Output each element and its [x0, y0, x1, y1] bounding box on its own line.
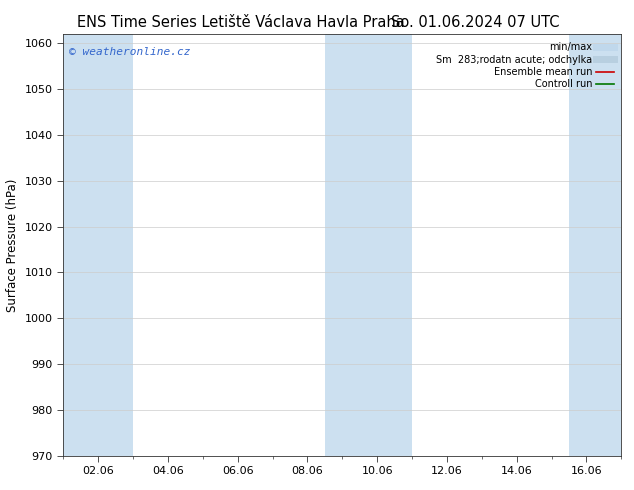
Text: So. 01.06.2024 07 UTC: So. 01.06.2024 07 UTC: [391, 15, 560, 30]
Bar: [63, 34, 133, 456]
Legend: min/max, Sm  283;rodatn acute; odchylka, Ensemble mean run, Controll run: min/max, Sm 283;rodatn acute; odchylka, …: [433, 39, 616, 92]
Y-axis label: Surface Pressure (hPa): Surface Pressure (hPa): [6, 178, 19, 312]
Text: © weatheronline.cz: © weatheronline.cz: [69, 47, 190, 57]
Text: ENS Time Series Letiště Václava Havla Praha: ENS Time Series Letiště Václava Havla Pr…: [77, 15, 404, 30]
Bar: [569, 34, 621, 456]
Bar: [325, 34, 412, 456]
